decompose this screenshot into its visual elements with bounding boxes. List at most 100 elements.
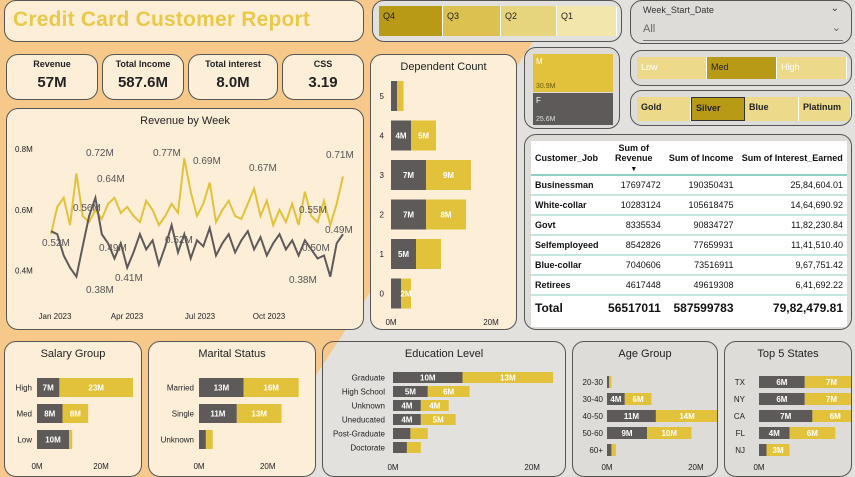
bar-segment[interactable] — [607, 427, 647, 439]
header-sum-revenue[interactable]: Sum of Revenue ▼ — [603, 141, 665, 175]
bar-segment[interactable] — [426, 160, 471, 190]
bar-segment[interactable] — [59, 378, 133, 397]
gender-slicer-card: M 30.9M F 25.6M — [524, 47, 620, 129]
bar-segment[interactable] — [391, 239, 416, 269]
bar-segment[interactable] — [391, 81, 397, 111]
bar-segment[interactable] — [401, 278, 411, 309]
header-sum-income[interactable]: Sum of Income — [668, 152, 734, 163]
bar-segment[interactable] — [410, 428, 428, 439]
bar-segment[interactable] — [647, 427, 692, 439]
bar-segment[interactable] — [766, 444, 790, 456]
age-group-chart[interactable]: 20-30 30-40 4M 6M 40-50 11M 14M 50-60 9M 10M 60+ 0M… — [573, 342, 718, 477]
bar-segment[interactable] — [199, 430, 206, 449]
bar-segment[interactable] — [391, 199, 426, 230]
bar-segment[interactable] — [759, 427, 790, 439]
marital-status-chart[interactable]: Married 13M 16M Single 11M 13M Unknown 0M 20M — [149, 342, 316, 477]
bar-segment[interactable] — [759, 410, 813, 422]
table-row[interactable]: Selfemployeed 8542826 77659931 11,41,510.40 — [531, 235, 847, 255]
bar-segment[interactable] — [62, 404, 89, 423]
bar-segment[interactable] — [609, 376, 612, 388]
revenue-line-chart[interactable]: 0.8M 0.6M 0.4M Jan 2023 Apr 2023 Jul 2023 Oct … — [7, 109, 364, 330]
income-low[interactable]: Low — [637, 57, 707, 79]
quarter-q2[interactable]: Q2 — [501, 6, 557, 36]
x-tick-label: 20M — [483, 318, 499, 327]
quarter-q4[interactable]: Q4 — [379, 6, 443, 36]
data-point-label: 0.55M — [299, 205, 327, 216]
bar-segment[interactable] — [393, 372, 463, 383]
education-level-chart[interactable]: Graduate 10M 13M High School 5M 6M Unknown 4M 4M… — [323, 342, 566, 477]
bar-segment[interactable] — [397, 81, 404, 111]
week-slicer-dropdown[interactable]: All ⌄ — [643, 22, 843, 41]
salary-group-chart[interactable]: High 7M 23M Med 8M 8M Low 10M 0M 20M — [5, 342, 142, 477]
bar-segment[interactable] — [812, 410, 852, 422]
bar-segment[interactable] — [789, 427, 836, 439]
bar-segment[interactable] — [607, 410, 656, 422]
bar-segment[interactable] — [420, 400, 449, 411]
bar-segment[interactable] — [199, 378, 244, 397]
bar-segment[interactable] — [69, 430, 73, 449]
bar-segment[interactable] — [462, 372, 554, 383]
bar-segment[interactable] — [759, 444, 767, 456]
dependent-count-chart[interactable]: 5 4 4M 5M 3 7M 9M 2 7M 8M 1 5M 0 2M 0M 20M — [371, 55, 517, 330]
gender-f-button[interactable]: F 25.6M — [533, 93, 613, 125]
bar-segment[interactable] — [804, 393, 852, 405]
revenue-series-line[interactable] — [50, 158, 344, 235]
category-label: 50-60 — [583, 429, 604, 438]
bar-segment[interactable] — [607, 393, 625, 405]
bar-segment[interactable] — [243, 378, 299, 397]
card-gold[interactable]: Gold — [637, 97, 691, 121]
bar-segment[interactable] — [426, 199, 466, 230]
chevron-down-icon[interactable]: ⌄ — [830, 3, 839, 14]
bar-segment[interactable] — [759, 393, 805, 405]
card-blue[interactable]: Blue — [745, 97, 799, 121]
bar-segment[interactable] — [393, 400, 421, 411]
header-sum-interest[interactable]: Sum of Interest_Earned — [741, 152, 843, 163]
bar-segment[interactable] — [411, 120, 436, 151]
table-row[interactable]: Retirees 4617448 49619308 6,41,692.22 — [531, 275, 847, 295]
bar-data-label: 7M — [403, 171, 414, 180]
card-platinum[interactable]: Platinum — [799, 97, 851, 121]
bar-segment[interactable] — [393, 386, 428, 397]
bar-segment[interactable] — [236, 404, 282, 423]
bar-segment[interactable] — [759, 376, 805, 388]
header-customer-job[interactable]: Customer_Job — [535, 152, 599, 163]
bar-segment[interactable] — [205, 430, 213, 449]
revenue-series-line[interactable] — [50, 193, 344, 280]
bar-segment[interactable] — [199, 404, 237, 423]
top-states-chart[interactable]: TX6M7MNY6M7MCA7M6MFL4M6MNJ3M0M20M — [725, 342, 852, 477]
kpi-label: Total Income — [115, 59, 171, 69]
bar-segment[interactable] — [611, 444, 616, 456]
bar-segment[interactable] — [393, 428, 411, 439]
income-high[interactable]: High — [777, 57, 847, 79]
chevron-down-icon: ⌄ — [831, 22, 841, 34]
bar-segment[interactable] — [655, 410, 718, 422]
bar-segment[interactable] — [391, 160, 426, 190]
table-row[interactable]: Govt 8335534 90834727 11,82,230.84 — [531, 215, 847, 235]
table-cell: 4617448 — [625, 280, 661, 290]
bar-segment[interactable] — [624, 393, 652, 405]
quarter-q3[interactable]: Q3 — [443, 6, 501, 36]
gender-m-button[interactable]: M 30.9M — [533, 54, 613, 92]
bar-segment[interactable] — [427, 386, 470, 397]
bar-segment[interactable] — [37, 404, 63, 423]
bar-segment[interactable] — [804, 376, 852, 388]
bar-segment[interactable] — [607, 376, 610, 388]
bar-data-label: 14M — [679, 412, 695, 421]
card-silver[interactable]: Silver — [691, 97, 745, 121]
bar-segment[interactable] — [37, 430, 69, 449]
table-row[interactable]: Blue-collar 7040606 73516911 9,67,751.42 — [531, 255, 847, 275]
data-point-label: 0.69M — [193, 156, 221, 167]
bar-segment[interactable] — [406, 442, 421, 453]
bar-segment[interactable] — [37, 378, 60, 397]
bar-segment[interactable] — [607, 444, 612, 456]
bar-segment[interactable] — [416, 239, 441, 269]
bar-segment[interactable] — [420, 414, 456, 425]
income-med[interactable]: Med — [707, 57, 777, 79]
table-row[interactable]: Businessman 17697472 190350431 25,84,604.01 — [531, 175, 847, 195]
bar-segment[interactable] — [391, 120, 411, 151]
bar-segment[interactable] — [393, 414, 421, 425]
quarter-q1[interactable]: Q1 — [557, 6, 617, 36]
bar-segment[interactable] — [391, 278, 401, 309]
table-row[interactable]: White-collar 10283124 105618475 14,64,690.9… — [531, 195, 847, 215]
bar-segment[interactable] — [393, 442, 407, 453]
